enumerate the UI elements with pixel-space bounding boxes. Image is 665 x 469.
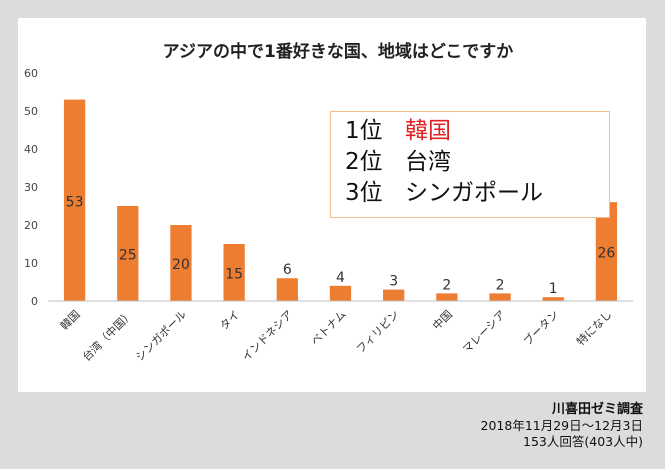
bar-value-label: 2 [442,277,451,293]
y-tick-label: 30 [24,181,38,194]
bar-chart: アジアの中で1番好きな国、地域はどこですか 0 10 20 30 40 50 60 53 25… [24,41,633,364]
rank-position: 1位 [345,118,383,144]
survey-respondents: 153人回答(403人中) [523,434,643,449]
x-category-label: マレーシア [460,308,508,356]
survey-period: 2018年11月29日～12月3日 [480,418,643,433]
bar-value-label: 15 [225,267,243,283]
x-category-label: シンガポール [133,308,189,364]
bar-value-label: 6 [283,262,292,278]
bar [170,225,192,301]
rank-position: 2位 [345,149,383,175]
rank-position: 3位 [345,180,383,206]
rank-country: 台湾 [405,149,451,175]
bar [117,206,139,301]
x-category-label: ブータン [520,307,561,348]
bar-value-label: 1 [549,281,558,297]
chart-title: アジアの中で1番好きな国、地域はどこですか [163,41,514,62]
bar [489,293,511,301]
y-tick-label: 0 [31,295,38,308]
ranking-line-3: 3位 シンガポール [345,178,609,209]
ranking-line-2: 2位 台湾 [345,147,609,178]
bar [595,202,618,301]
bar [542,297,564,301]
y-tick-label: 60 [24,67,38,80]
bar [276,278,298,301]
bar [63,99,86,301]
bar [436,293,458,301]
ranking-box: 1位 韓国 2位 台湾 3位 シンガポール [330,111,610,218]
survey-by: 川喜田ゼミ調査 [551,402,643,417]
bar-value-label: 53 [66,194,84,210]
x-category-label: 台湾（中国） [79,307,136,364]
x-category-label: インドネシア [240,308,296,364]
bar-value-label: 4 [336,270,345,286]
x-category-label: 中国 [430,308,455,333]
bar-value-label: 2 [496,277,505,293]
ranking-line-1: 1位 韓国 [345,116,609,147]
bar-value-label: 20 [172,257,190,273]
y-tick-label: 10 [24,257,38,270]
x-category-label: フィリピン [354,308,402,356]
rank-country: 韓国 [405,118,451,144]
bar [223,244,245,301]
x-category-label: タイ [218,308,243,333]
survey-footer: 川喜田ゼミ調査 2018年11月29日～12月3日 153人回答(403人中) [481,402,643,450]
y-tick-label: 50 [24,105,38,118]
bar-value-label: 3 [389,274,398,290]
bar-value-label: 25 [119,248,137,264]
y-tick-label: 20 [24,219,38,232]
y-tick-label: 40 [24,143,38,156]
bar [329,285,352,301]
x-category-label: ベトナム [309,308,349,348]
rank-country: シンガポール [405,180,543,206]
x-category-label: 韓国 [58,308,83,333]
x-category-label: 特になし [574,307,615,348]
bar [383,289,405,301]
bar-value-label: 26 [597,246,615,262]
chart-panel: アジアの中で1番好きな国、地域はどこですか 0 10 20 30 40 50 60 53 25… [18,18,646,392]
